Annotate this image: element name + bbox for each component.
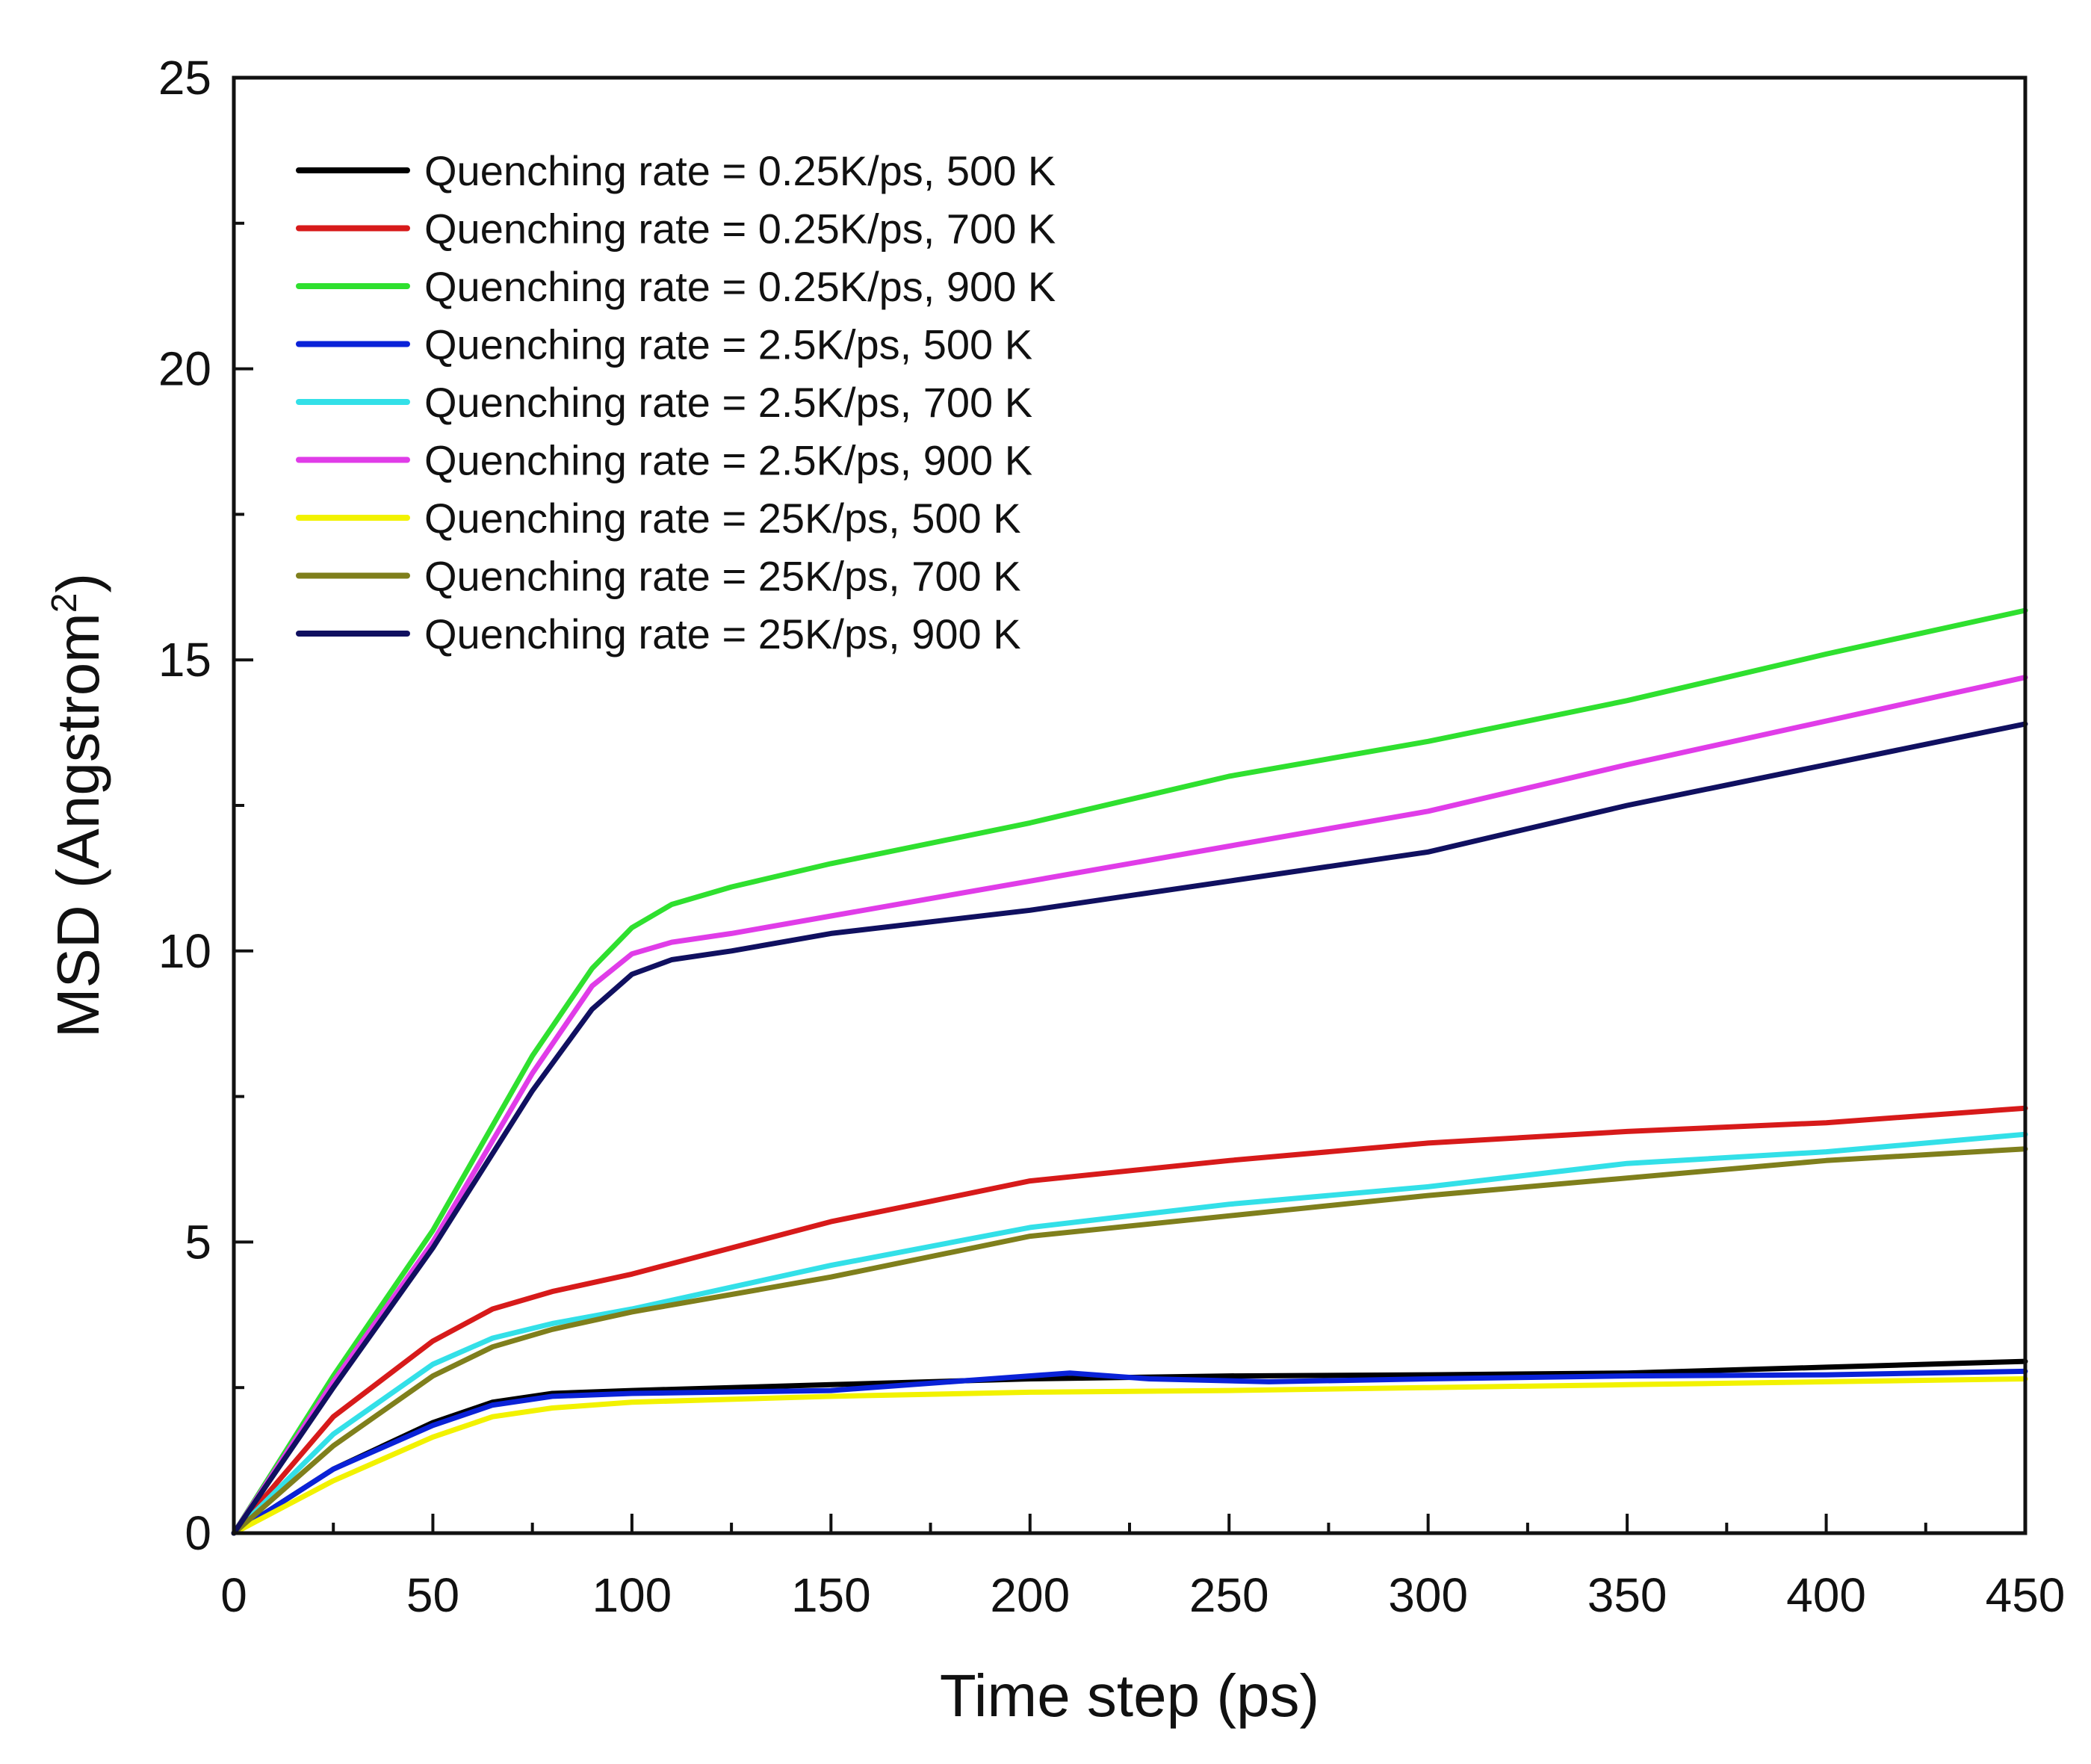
- legend-label: Quenching rate = 25K/ps, 500 K: [424, 495, 1021, 542]
- x-tick-label: 50: [406, 1568, 459, 1622]
- series-layer: [231, 607, 2028, 1536]
- legend-label: Quenching rate = 0.25K/ps, 900 K: [424, 263, 1056, 310]
- legend: Quenching rate = 0.25K/ps, 500 K Quenchin…: [296, 147, 1056, 657]
- y-tick-label: 15: [158, 633, 211, 687]
- x-tick-label: 450: [1986, 1568, 2066, 1622]
- y-axis-title-close: ): [45, 573, 111, 593]
- y-tick-label: 5: [185, 1215, 211, 1269]
- y-axis-title-main: MSD (Angstrom: [45, 613, 111, 1038]
- series-line-7: [231, 1376, 2028, 1536]
- y-tick-label: 10: [158, 924, 211, 978]
- legend-label: Quenching rate = 2.5K/ps, 900 K: [424, 437, 1032, 484]
- series-line-3: [231, 607, 2028, 1536]
- series-line-2: [231, 1105, 2028, 1536]
- y-tick-label: 20: [158, 342, 211, 396]
- series-line-4: [231, 1368, 2028, 1536]
- series-line-9: [231, 721, 2028, 1536]
- x-tick-label: 400: [1786, 1568, 1866, 1622]
- x-tick-label: 100: [592, 1568, 672, 1622]
- legend-label: Quenching rate = 0.25K/ps, 700 K: [424, 205, 1056, 253]
- x-tick-label: 150: [791, 1568, 871, 1622]
- x-tick-label: 200: [990, 1568, 1070, 1622]
- y-axis-title-superscript: 2: [45, 592, 84, 613]
- legend-label: Quenching rate = 25K/ps, 900 K: [424, 610, 1021, 657]
- x-tick-label: 350: [1587, 1568, 1667, 1622]
- ticks-layer: 0 50 100 150 200 250 300 350 400 450 0 5 10 15 20 25: [158, 51, 2066, 1622]
- series-line-6: [231, 675, 2028, 1536]
- legend-label: Quenching rate = 2.5K/ps, 700 K: [424, 379, 1032, 426]
- x-tick-label: 300: [1388, 1568, 1468, 1622]
- series-line-8: [231, 1146, 2028, 1536]
- y-tick-label: 0: [185, 1506, 211, 1560]
- legend-label: Quenching rate = 2.5K/ps, 500 K: [424, 321, 1032, 368]
- x-tick-label: 250: [1189, 1568, 1269, 1622]
- series-line-1: [231, 1358, 2028, 1536]
- series-line-5: [231, 1131, 2028, 1536]
- legend-label: Quenching rate = 25K/ps, 700 K: [424, 553, 1021, 600]
- y-tick-label: 25: [158, 51, 211, 105]
- legend-label: Quenching rate = 0.25K/ps, 500 K: [424, 147, 1056, 194]
- x-tick-label: 0: [220, 1568, 247, 1622]
- y-axis-title: MSD (Angstrom2): [45, 573, 111, 1038]
- x-axis-title: Time step (ps): [940, 1662, 1319, 1729]
